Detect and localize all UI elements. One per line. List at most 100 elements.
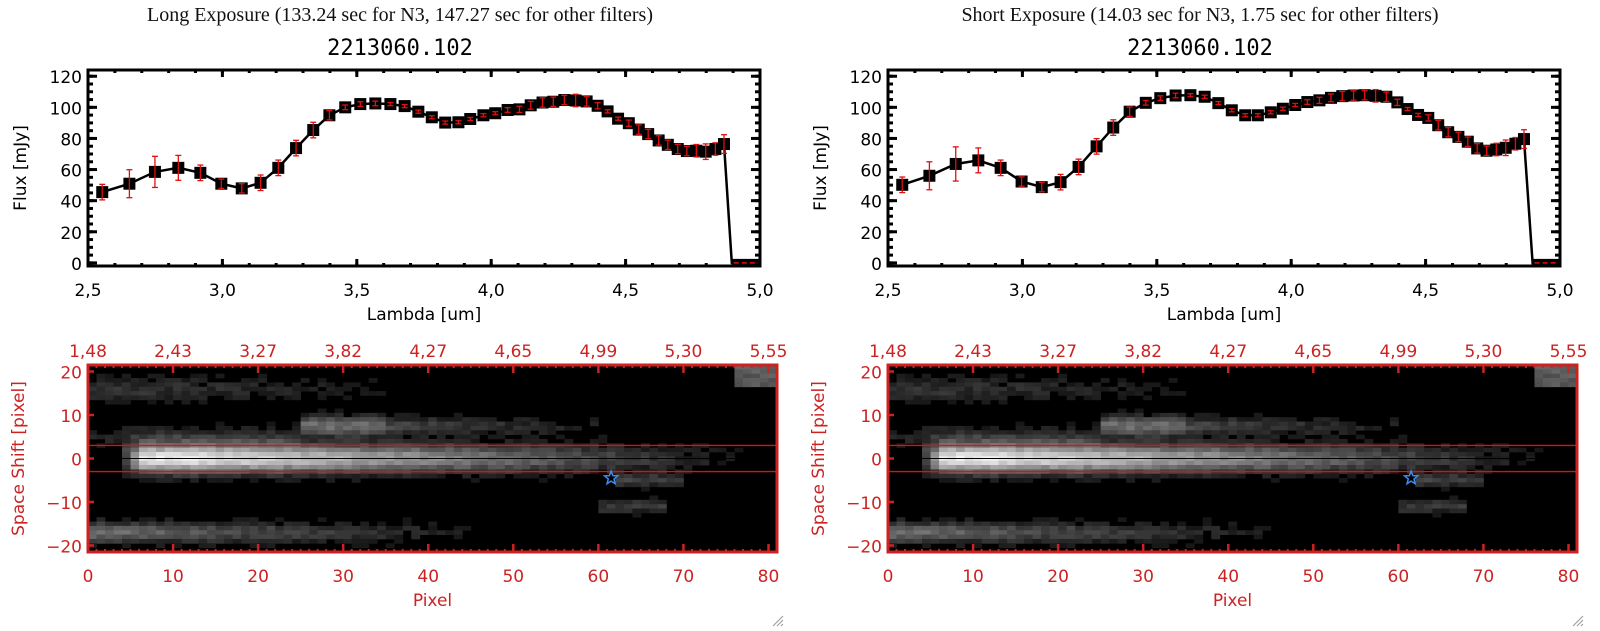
image-pixel	[964, 391, 974, 396]
image-pixel	[122, 538, 131, 544]
image-pixel	[275, 460, 285, 466]
image-pixel	[1262, 525, 1272, 531]
image-pixel	[1194, 451, 1204, 457]
image-pixel	[368, 460, 378, 466]
resize-grip-icon[interactable]	[770, 612, 784, 627]
image-pixel	[377, 438, 387, 444]
image-pixel	[1330, 421, 1340, 427]
image-pixel	[1058, 447, 1068, 453]
image-pixel	[122, 517, 131, 522]
image-pixel	[504, 465, 514, 470]
image-pixel	[1185, 421, 1195, 427]
image-pixel	[1049, 478, 1059, 483]
image-pixel	[1185, 447, 1195, 453]
image-pixel	[1330, 465, 1340, 470]
image-pixel	[981, 460, 991, 466]
image-pixel	[1066, 386, 1076, 392]
image-pixel	[1134, 430, 1144, 435]
image-pixel	[181, 538, 191, 544]
image-pixel	[122, 451, 131, 457]
image-pixel	[1219, 434, 1229, 440]
image-pixel	[742, 369, 752, 375]
image-pixel	[998, 399, 1008, 405]
image-pixel	[1100, 451, 1110, 457]
image-pixel	[1109, 412, 1119, 418]
image-pixel	[496, 425, 506, 431]
image-pixel	[241, 438, 251, 444]
image-pixel	[377, 417, 387, 422]
image-pixel	[888, 382, 897, 388]
image-pixel	[402, 525, 412, 531]
image-pixel	[930, 391, 940, 396]
image-pixel	[411, 412, 421, 418]
image-pixel	[385, 530, 395, 536]
image-pixel	[215, 473, 225, 479]
image-pixel	[249, 521, 259, 527]
image-pixel	[156, 538, 165, 544]
image-pixel	[377, 391, 387, 396]
y-tick-label: 0	[871, 255, 882, 275]
resize-grip-icon[interactable]	[1570, 612, 1584, 627]
image-pixel	[147, 534, 157, 540]
image-pixel	[462, 430, 472, 435]
image-pixel	[1075, 386, 1085, 392]
image-pixel	[173, 430, 182, 435]
image-pixel	[888, 534, 897, 540]
image-pixel	[1364, 465, 1374, 470]
image-pixel	[1440, 499, 1450, 505]
image-pixel	[1075, 434, 1085, 440]
image-pixel	[1474, 447, 1484, 453]
image-pixel	[317, 525, 327, 531]
image-top-tick-label: 4,27	[409, 342, 447, 362]
image-pixel	[990, 391, 999, 396]
image-pixel	[368, 465, 378, 470]
image-pixel	[1143, 417, 1153, 422]
image-pixel	[1270, 438, 1280, 444]
image-pixel	[947, 430, 957, 435]
image-pixel	[139, 530, 148, 536]
image-pixel	[232, 460, 242, 466]
image-pixel	[122, 534, 131, 540]
image-pixel	[1168, 434, 1178, 440]
image-pixel	[1168, 525, 1178, 531]
image-pixel	[1347, 473, 1357, 479]
image-pixel	[232, 438, 242, 444]
image-pixel	[998, 473, 1008, 479]
image-pixel	[1474, 478, 1484, 483]
image-pixel	[1075, 517, 1085, 522]
image-pixel	[1151, 473, 1161, 479]
image-pixel	[207, 430, 216, 435]
image-pixel	[964, 525, 974, 531]
image-pixel	[1202, 451, 1212, 457]
image-pixel	[1236, 460, 1246, 466]
image-pixel	[300, 525, 310, 531]
image-pixel	[283, 478, 293, 483]
image-pixel	[343, 530, 353, 536]
image-pixel	[368, 434, 378, 440]
image-pixel	[181, 378, 191, 383]
image-pixel	[402, 451, 412, 457]
image-pixel	[453, 465, 463, 470]
image-pixel	[1066, 543, 1076, 549]
image-pixel	[241, 534, 251, 540]
image-pixel	[913, 399, 923, 405]
image-pixel	[173, 460, 182, 466]
image-pixel	[1015, 530, 1025, 536]
image-pixel	[394, 430, 404, 435]
image-pixel	[326, 382, 336, 388]
image-pixel	[283, 538, 293, 544]
image-pixel	[1117, 395, 1127, 401]
image-pixel	[147, 438, 157, 444]
image-pixel	[930, 534, 940, 540]
image-pixel	[1321, 434, 1331, 440]
image-pixel	[581, 460, 591, 466]
image-pixel	[1100, 412, 1110, 418]
image-pixel	[453, 425, 463, 431]
image-pixel	[1398, 465, 1408, 470]
image-pixel	[657, 460, 667, 466]
image-pixel	[530, 473, 540, 479]
image-pixel	[1406, 499, 1416, 505]
image-pixel	[922, 395, 931, 401]
image-pixel	[708, 447, 718, 453]
image-pixel	[1075, 530, 1085, 536]
